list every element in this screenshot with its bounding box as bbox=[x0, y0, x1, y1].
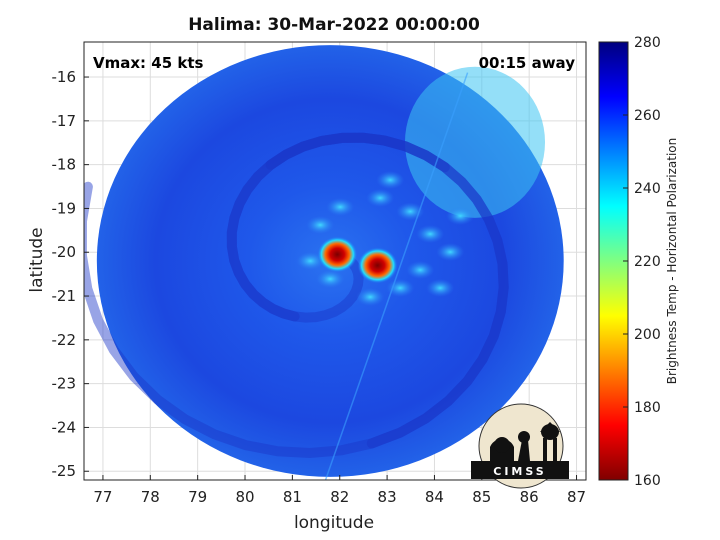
y-tick-label: -24 bbox=[52, 418, 77, 436]
colorbar-tick-label: 200 bbox=[634, 327, 661, 343]
y-tick-label: -22 bbox=[52, 331, 77, 349]
y-axis-label: latitude bbox=[27, 227, 47, 292]
colorbar-tick-label: 180 bbox=[634, 400, 661, 416]
plot-frame bbox=[83, 41, 587, 481]
convective-cell bbox=[356, 288, 385, 306]
x-tick-label: 79 bbox=[188, 488, 207, 506]
scan-seam bbox=[324, 72, 469, 480]
y-tick-label: -17 bbox=[52, 112, 77, 130]
y-tick-label: -20 bbox=[52, 243, 77, 261]
colorbar-tick-label: 240 bbox=[634, 181, 661, 197]
convective-cell bbox=[316, 270, 345, 288]
convective-cell bbox=[366, 189, 395, 207]
x-tick-label: 78 bbox=[141, 488, 160, 506]
y-tick-label: -19 bbox=[52, 199, 77, 217]
colorbar-ticks: 160 180 200 220 240 260 280 bbox=[623, 35, 661, 489]
swath-edge-warm bbox=[404, 66, 546, 218]
colorbar-tick-label: 260 bbox=[634, 108, 661, 124]
rain-band bbox=[226, 132, 450, 323]
x-tick-label: 77 bbox=[93, 488, 112, 506]
x-tick-label: 86 bbox=[520, 488, 539, 506]
swath-image bbox=[84, 45, 564, 480]
colorbar-tick-label: 280 bbox=[634, 35, 661, 51]
convective-cell bbox=[416, 225, 445, 243]
y-tick-label: -25 bbox=[52, 462, 77, 480]
time-away-annotation: 00:15 away bbox=[479, 54, 576, 72]
x-tick-label: 83 bbox=[378, 488, 397, 506]
cold-core bbox=[357, 247, 398, 284]
cimss-logo: CIMSS bbox=[471, 403, 569, 489]
convective-cell bbox=[326, 198, 355, 216]
convective-cell bbox=[426, 279, 455, 297]
convective-cell bbox=[436, 243, 465, 261]
vmax-annotation: Vmax: 45 kts bbox=[93, 54, 203, 72]
cimss-logo-text: CIMSS bbox=[493, 465, 546, 478]
convective-cell bbox=[386, 279, 415, 297]
convective-cell bbox=[306, 216, 335, 234]
x-tick-label: 80 bbox=[235, 488, 254, 506]
y-tick-label: -16 bbox=[52, 68, 77, 86]
x-tick-label: 82 bbox=[330, 488, 349, 506]
x-tick-label: 85 bbox=[472, 488, 491, 506]
x-axis-label: longitude bbox=[294, 513, 374, 533]
convective-cell bbox=[376, 171, 405, 189]
convective-cell bbox=[396, 202, 425, 221]
chart-title: Halima: 30-Mar-2022 00:00:00 bbox=[188, 15, 480, 35]
y-tick-label: -23 bbox=[52, 375, 77, 393]
colorbar-label: Brightness Temp - Horizontal Polarizatio… bbox=[665, 138, 679, 385]
y-axis-ticks: -16 -17 -18 -19 -20 -21 -22 -23 -24 -25 bbox=[52, 68, 89, 480]
x-tick-label: 84 bbox=[425, 488, 444, 506]
rain-band bbox=[226, 132, 509, 449]
convective-cell bbox=[296, 252, 325, 270]
rain-band bbox=[84, 132, 509, 459]
x-tick-label: 81 bbox=[283, 488, 302, 506]
cold-core bbox=[317, 236, 358, 273]
convective-cell bbox=[446, 207, 475, 225]
x-axis-ticks: 77 78 79 80 81 82 83 84 85 86 87 bbox=[93, 475, 586, 506]
convective-cell bbox=[406, 261, 435, 279]
colorbar-tick-label: 220 bbox=[634, 254, 661, 270]
y-tick-label: -21 bbox=[52, 287, 77, 305]
x-tick-label: 87 bbox=[567, 488, 586, 506]
y-tick-label: -18 bbox=[52, 156, 77, 174]
colorbar-tick-label: 160 bbox=[634, 473, 661, 489]
